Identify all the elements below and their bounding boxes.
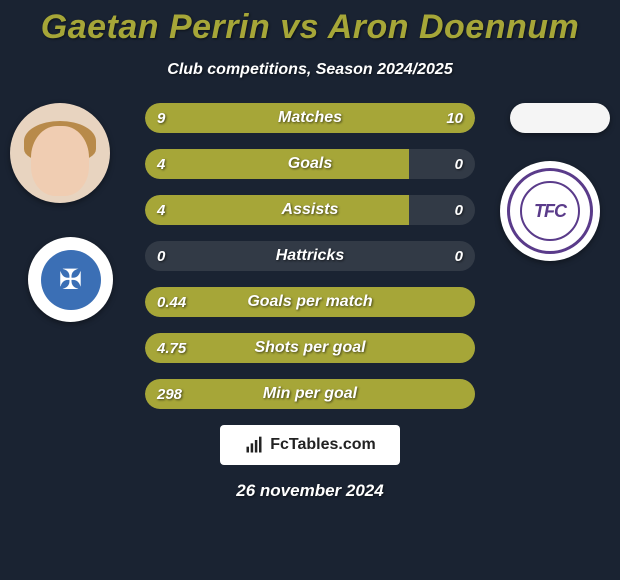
stat-row: 00Hattricks — [145, 241, 475, 271]
fctables-brand: FcTables.com — [220, 425, 400, 465]
chart-icon — [244, 435, 264, 455]
comparison-stage: ✠ TFC 910Matches 40Goals 40Assists 00Hattri… — [0, 103, 620, 409]
stat-row: 0.44Goals per match — [145, 287, 475, 317]
subtitle: Club competitions, Season 2024/2025 — [0, 61, 620, 79]
stat-label: Assists — [145, 195, 475, 225]
date-text: 26 november 2024 — [0, 481, 620, 501]
stat-label: Goals — [145, 149, 475, 179]
stat-label: Shots per goal — [145, 333, 475, 363]
stat-label: Goals per match — [145, 287, 475, 317]
stat-row: 40Assists — [145, 195, 475, 225]
player2-photo — [510, 103, 610, 133]
player1-name: Gaetan Perrin — [41, 8, 270, 46]
player2-name: Aron Doennum — [328, 8, 580, 46]
tfc-label: TFC — [520, 181, 580, 241]
stat-label: Matches — [145, 103, 475, 133]
stat-label: Min per goal — [145, 379, 475, 409]
stat-label: Hattricks — [145, 241, 475, 271]
page-title: Gaetan Perrin vs Aron Doennum — [0, 0, 620, 47]
toulouse-badge: TFC — [500, 161, 600, 261]
tfc-ring: TFC — [507, 168, 593, 254]
brand-text: FcTables.com — [270, 436, 376, 454]
stat-row: 40Goals — [145, 149, 475, 179]
player1-photo — [10, 103, 110, 203]
stat-row: 298Min per goal — [145, 379, 475, 409]
stat-bars: 910Matches 40Goals 40Assists 00Hattricks 0.4… — [145, 103, 475, 409]
stat-row: 910Matches — [145, 103, 475, 133]
stat-row: 4.75Shots per goal — [145, 333, 475, 363]
auxerre-cross-icon: ✠ — [41, 250, 101, 310]
vs-text: vs — [280, 8, 319, 46]
player1-face — [31, 126, 89, 196]
auxerre-badge: ✠ — [28, 237, 113, 322]
